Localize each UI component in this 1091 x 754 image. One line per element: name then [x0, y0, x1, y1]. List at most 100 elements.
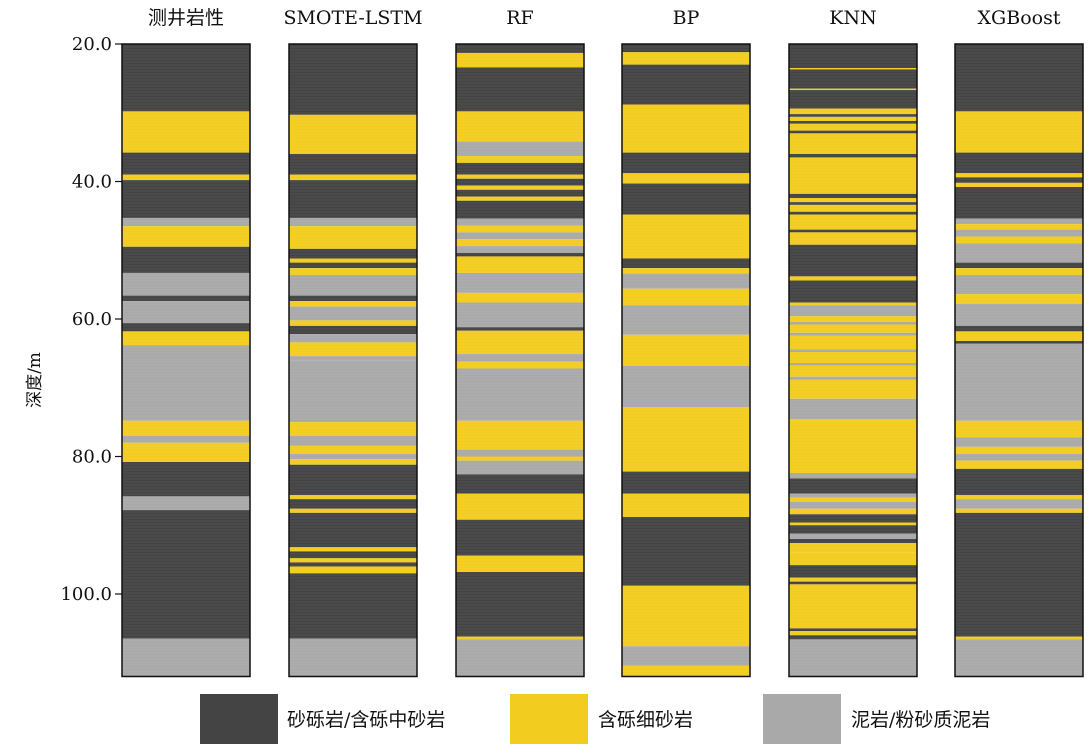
- stratum-band: [622, 585, 750, 647]
- legend-label: 泥岩/粉砂质泥岩: [851, 709, 990, 731]
- stratum-band: [289, 258, 417, 263]
- stratum-band: [789, 533, 917, 539]
- stratum-band: [622, 493, 750, 517]
- stratum-band: [955, 446, 1083, 454]
- stratum-band: [789, 639, 917, 677]
- stratum-band: [789, 154, 917, 158]
- stratum-band: [955, 499, 1083, 509]
- stratum-band: [789, 116, 917, 121]
- stratum-band: [456, 639, 584, 677]
- stratum-band: [289, 114, 417, 154]
- stratum-band: [456, 292, 584, 303]
- stratum-band: [122, 301, 250, 324]
- stratum-band: [789, 198, 917, 203]
- stratum-band: [789, 635, 917, 640]
- column-frame: [455, 43, 585, 678]
- stratum-band: [122, 331, 250, 346]
- stratum-band: [955, 460, 1083, 469]
- stratum-band: [789, 584, 917, 629]
- stratum-band: [456, 272, 584, 293]
- stratum-band: [456, 196, 584, 201]
- stratum-band: [456, 218, 584, 226]
- stratum-band: [456, 330, 584, 355]
- stratum-band: [789, 525, 917, 534]
- stratum-band: [955, 236, 1083, 244]
- stratum-band: [289, 508, 417, 513]
- stratum-band: [955, 152, 1083, 174]
- stratum-band: [622, 52, 750, 65]
- stratum-band: [456, 420, 584, 450]
- stratum-band: [456, 449, 584, 457]
- stratum-band: [456, 572, 584, 637]
- column-texture: [789, 46, 917, 675]
- stratum-band: [622, 152, 750, 174]
- stratum-band: [289, 180, 417, 218]
- stratum-band: [122, 152, 250, 175]
- legend-label: 砂砾岩/含砾中砂岩: [287, 709, 445, 731]
- stratum-band: [456, 156, 584, 163]
- stratum-band: [456, 200, 584, 219]
- stratum-band: [955, 262, 1083, 269]
- stratum-band: [622, 407, 750, 472]
- stratum-band: [789, 478, 917, 494]
- legend-label: 含砾细砂岩: [598, 709, 693, 731]
- stratum-band: [789, 514, 917, 523]
- stratum-band: [289, 547, 417, 552]
- stratum-band: [456, 225, 584, 233]
- stratum-band: [789, 121, 917, 124]
- stratum-band: [789, 69, 917, 89]
- stratum-band: [789, 565, 917, 578]
- stratum-band: [622, 268, 750, 274]
- stratum-band: [289, 174, 417, 181]
- y-tick-label: 40.0: [72, 172, 112, 193]
- stratum-band: [456, 178, 584, 186]
- stratum-band: [289, 495, 417, 500]
- stratum-band: [122, 226, 250, 247]
- stratum-band: [622, 64, 750, 105]
- stratum-band: [789, 398, 917, 420]
- stratum-band: [955, 512, 1083, 637]
- stratum-band: [289, 499, 417, 509]
- stratum-band: [789, 352, 917, 363]
- stratum-band: [456, 44, 584, 53]
- stratum-band: [955, 182, 1083, 187]
- stratum-band: [622, 471, 750, 494]
- stratum-band: [789, 365, 917, 377]
- stratum-band: [456, 493, 584, 520]
- stratum-band: [289, 445, 417, 454]
- stratum-band: [789, 577, 917, 582]
- stratum-band: [289, 295, 417, 302]
- stratum-band: [789, 363, 917, 366]
- stratum-band: [789, 522, 917, 526]
- stratum-band: [789, 539, 917, 544]
- column-frame: [288, 43, 418, 678]
- stratum-band: [955, 341, 1083, 344]
- stratum-band: [789, 497, 917, 502]
- stratum-band: [955, 495, 1083, 500]
- stratum-band: [456, 519, 584, 556]
- stratum-band: [789, 501, 917, 509]
- stratum-band: [955, 303, 1083, 326]
- stratum-band: [955, 420, 1083, 438]
- stratum-band: [622, 646, 750, 666]
- stratum-band: [456, 246, 584, 253]
- column-frame: [788, 43, 918, 678]
- stratum-band: [122, 462, 250, 497]
- stratum-band: [955, 325, 1083, 332]
- stratum-band: [122, 510, 250, 639]
- stratum-band: [955, 636, 1083, 640]
- y-tick-label: 100.0: [60, 584, 112, 605]
- column-title: KNN: [829, 7, 876, 29]
- stratum-band: [622, 173, 750, 184]
- stratum-band: [289, 306, 417, 321]
- stratum-band: [789, 302, 917, 306]
- stratum-band: [622, 288, 750, 306]
- stratum-band: [289, 638, 417, 677]
- stratum-band: [456, 239, 584, 247]
- stratum-band: [289, 325, 417, 335]
- lithology-column: XGBoost: [954, 7, 1084, 678]
- stratum-band: [622, 665, 750, 677]
- stratum-band: [622, 214, 750, 259]
- stratum-band: [122, 323, 250, 332]
- lithology-column: RF: [455, 7, 585, 678]
